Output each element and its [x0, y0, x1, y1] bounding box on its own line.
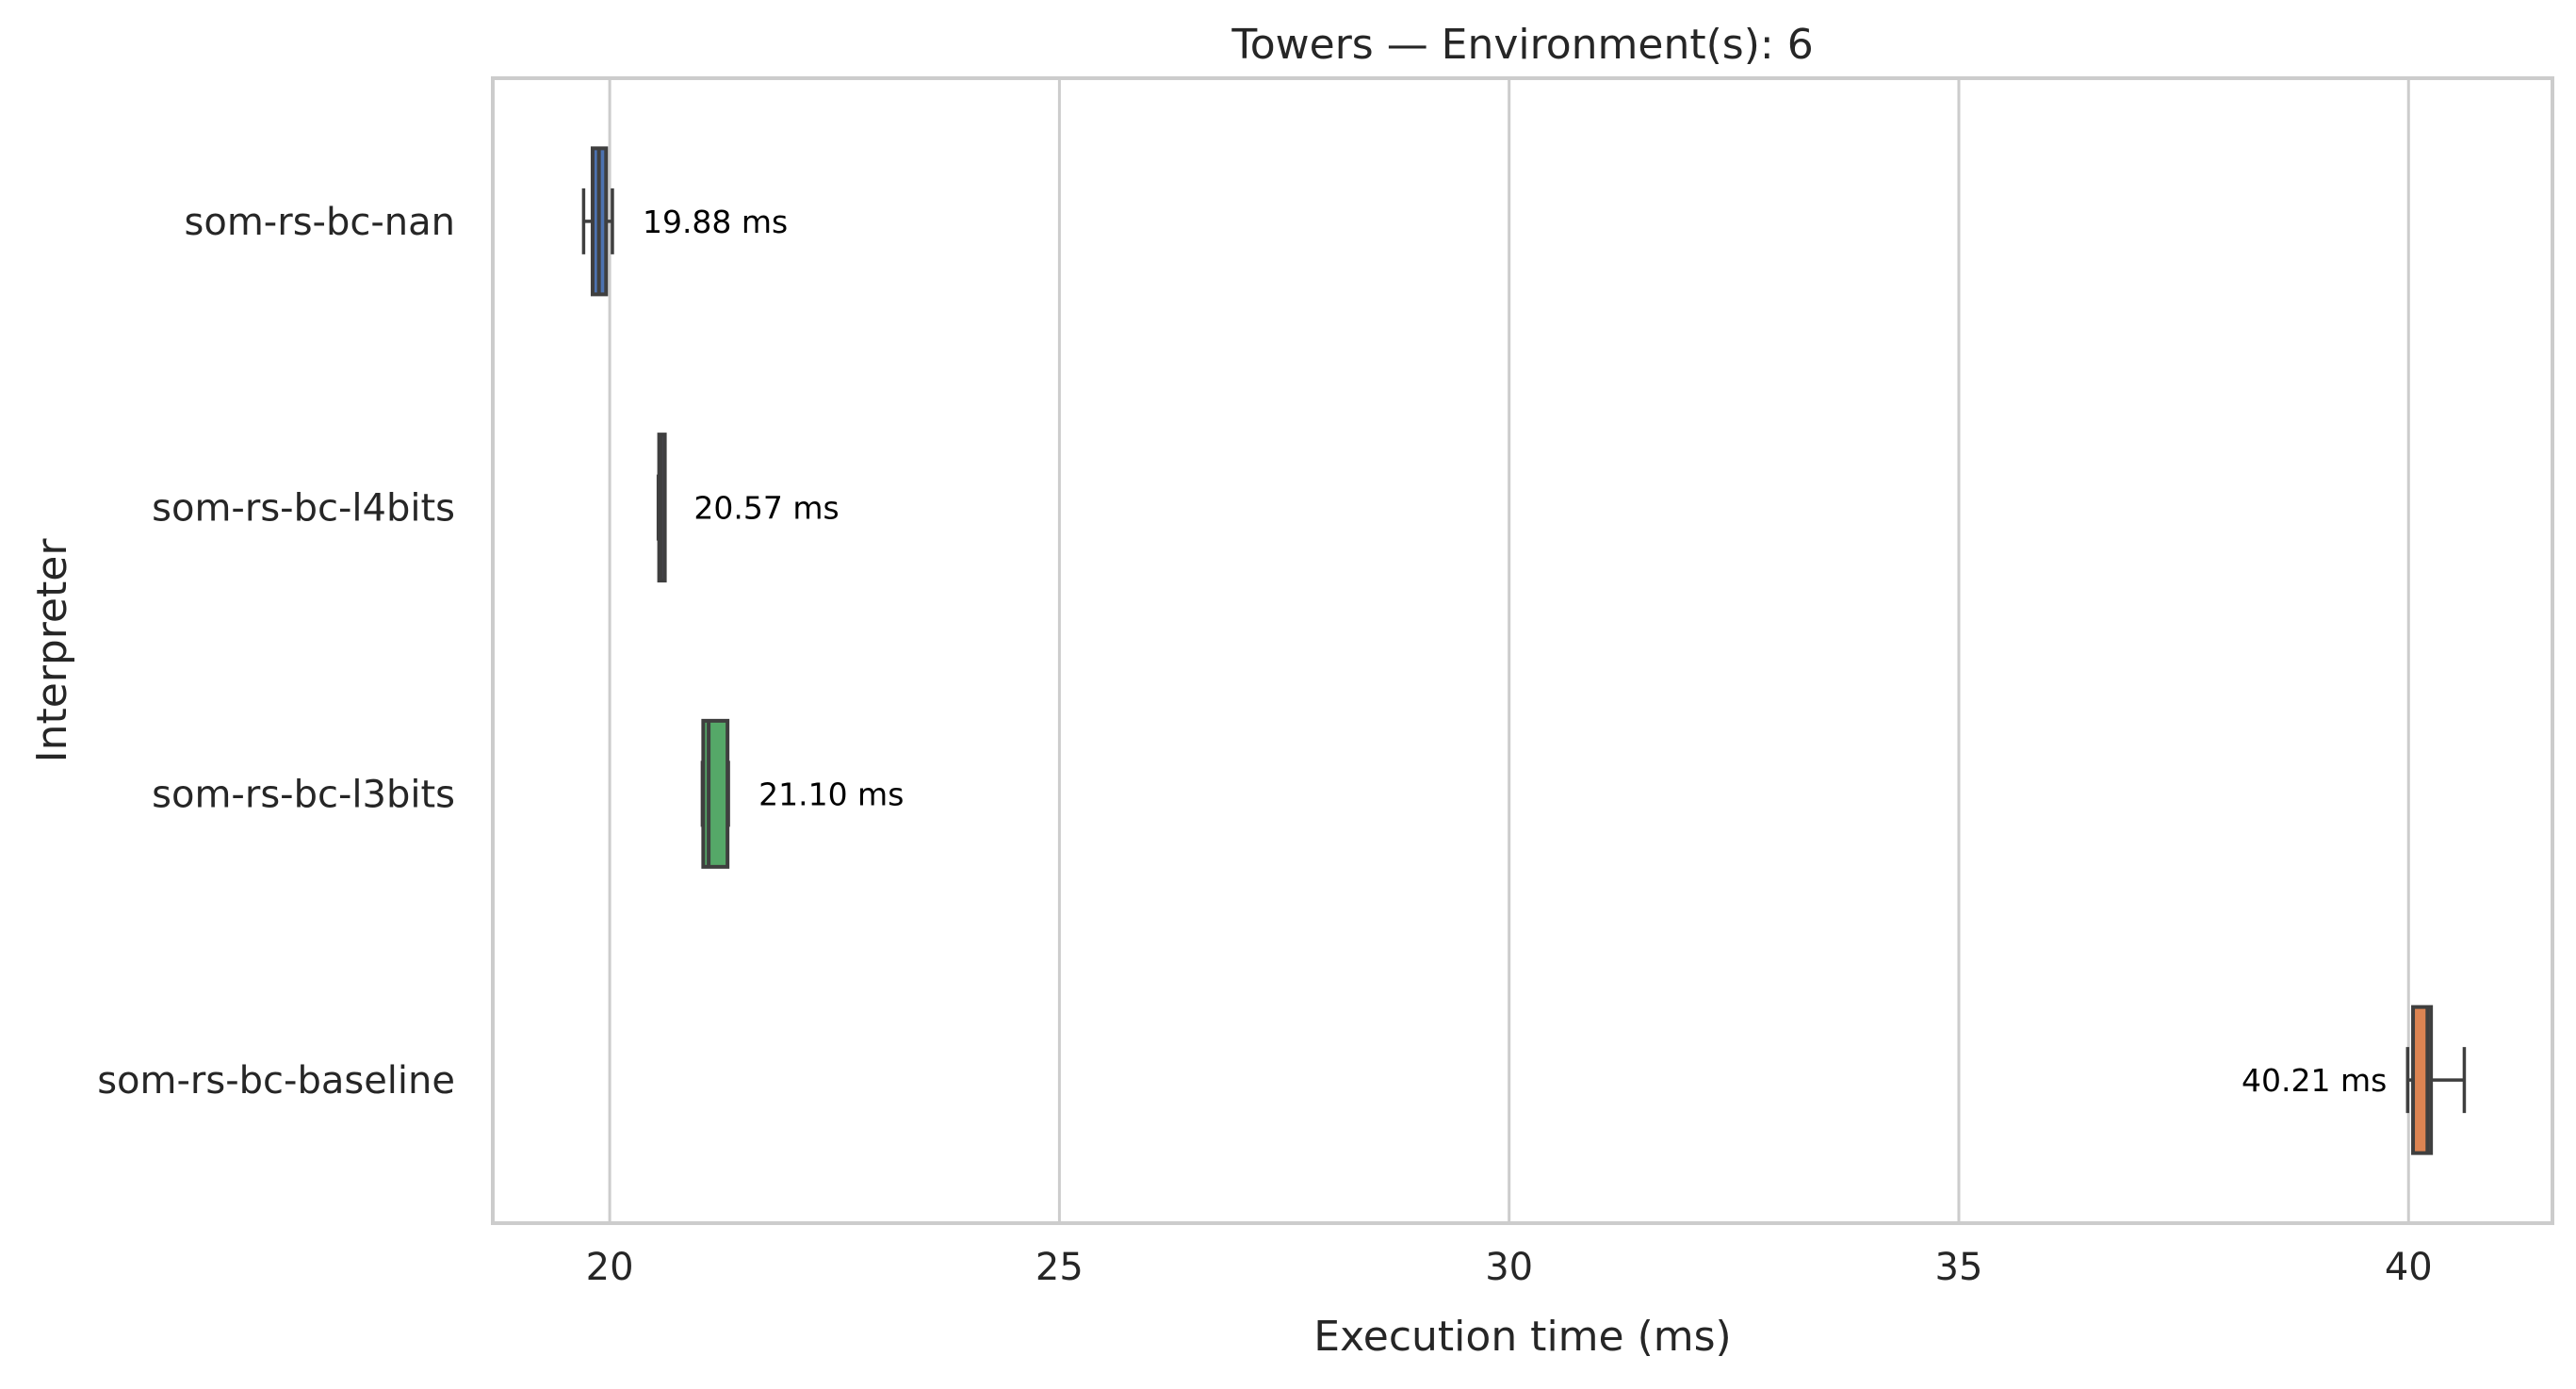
x-tick-label: 40	[2385, 1246, 2433, 1289]
box-som-rs-bc-nan	[581, 146, 614, 297]
y-tick-labels: som-rs-bc-nan som-rs-bc-l4bits som-rs-bc-l…	[97, 201, 455, 1103]
data-label: 20.57 ms	[693, 490, 839, 527]
x-tick-label: 25	[1035, 1246, 1084, 1289]
plot-area-frame	[491, 76, 2554, 1225]
data-label: 21.10 ms	[758, 776, 904, 812]
data-label: 40.21 ms	[2242, 1062, 2387, 1099]
y-axis-title: Interpreter	[28, 538, 76, 763]
x-tick-label: 20	[586, 1246, 634, 1289]
x-axis-title: Execution time (ms)	[1313, 1313, 1731, 1361]
box-som-rs-bc-l3bits	[700, 718, 730, 869]
y-tick-label: som-rs-bc-nan	[185, 201, 455, 244]
chart-title: Towers — Environment(s): 6	[1231, 21, 1813, 69]
box-layer	[581, 146, 2467, 1155]
y-tick-label: som-rs-bc-l3bits	[152, 773, 455, 816]
box-som-rs-bc-baseline	[2405, 1005, 2467, 1155]
gridlines	[608, 78, 2410, 1223]
data-label: 19.88 ms	[643, 204, 788, 240]
y-tick-label: som-rs-bc-baseline	[97, 1059, 455, 1103]
y-tick-label: som-rs-bc-l4bits	[152, 487, 455, 531]
data-labels: 19.88 ms 20.57 ms 21.10 ms 40.21 ms	[643, 204, 2387, 1099]
x-tick-labels: 20 25 30 35 40	[586, 1246, 2433, 1289]
x-tick-label: 35	[1935, 1246, 1983, 1289]
x-tick-label: 30	[1485, 1246, 1533, 1289]
box-som-rs-bc-l4bits	[656, 433, 667, 583]
